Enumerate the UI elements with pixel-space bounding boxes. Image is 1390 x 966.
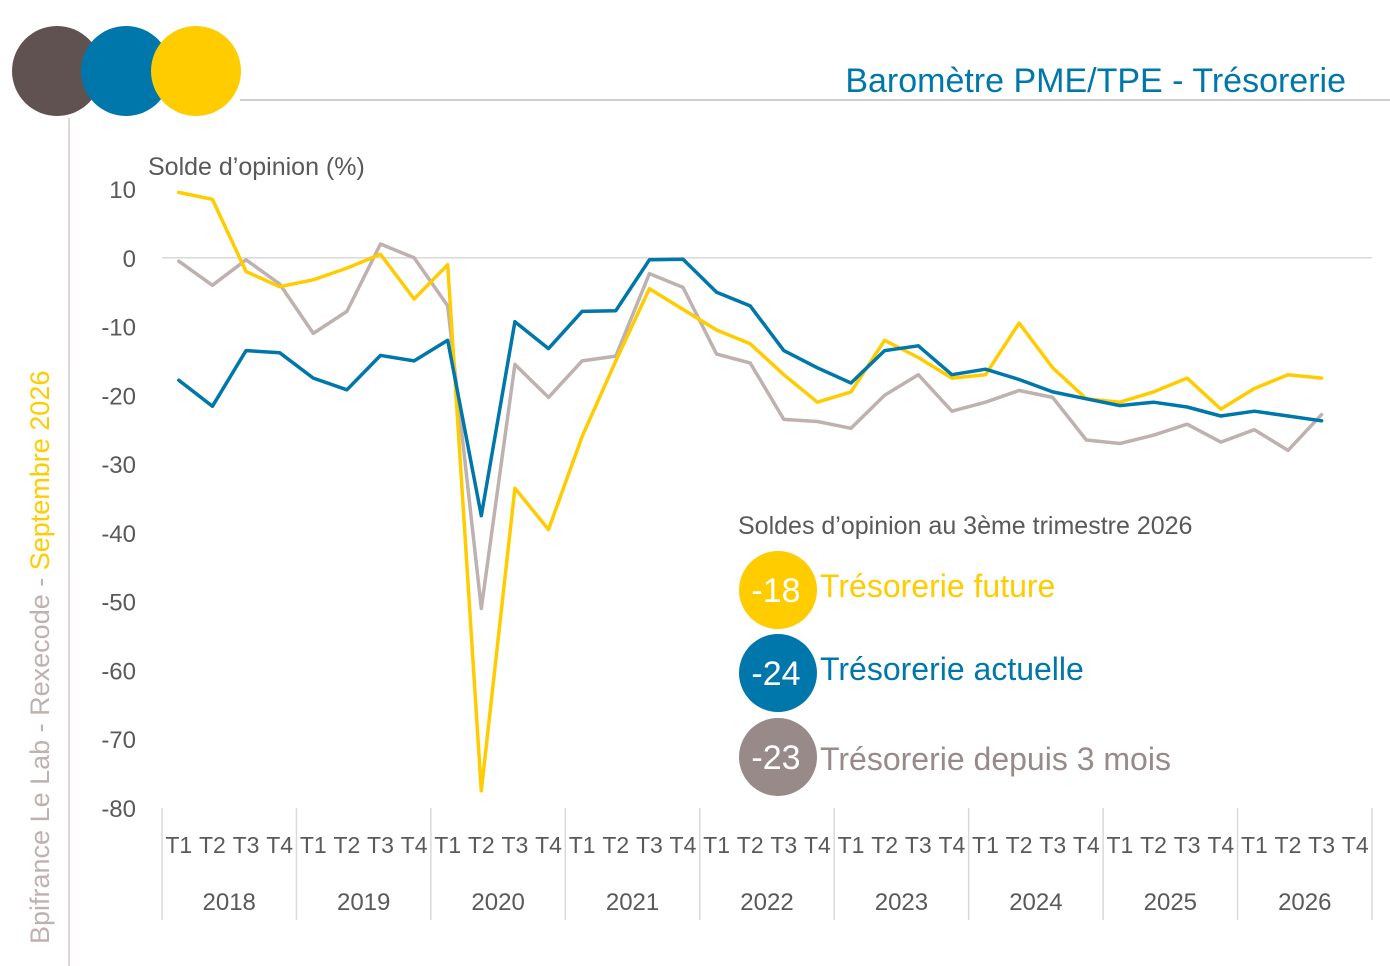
- x-tick-label: T2: [199, 832, 226, 858]
- legend-badge-current: [739, 634, 817, 712]
- y-tick-label: 10: [109, 177, 136, 204]
- x-tick-label: T3: [770, 832, 797, 858]
- x-tick-label: T3: [367, 832, 394, 858]
- y-tick-label: -30: [101, 452, 136, 479]
- side-label-date: Septembre 2026: [25, 371, 55, 571]
- legend-value-future: -18: [751, 572, 800, 610]
- y-tick-label: -40: [101, 521, 136, 548]
- x-tick-label: T4: [266, 832, 293, 858]
- y-axis-ticks: 10 0 -10 -20 -30 -40 -50 -60 -70 -80: [101, 177, 1372, 823]
- y-tick-label: -50: [101, 590, 136, 617]
- y-tick-label: -10: [101, 315, 136, 342]
- x-tick-label: T2: [1140, 832, 1167, 858]
- x-tick-label: T1: [1241, 832, 1268, 858]
- year-label: 2023: [875, 889, 928, 916]
- side-label: Bpifrance Le Lab - Rexecode - Septembre …: [25, 371, 55, 944]
- x-tick-label: T1: [972, 832, 999, 858]
- page-title: Baromètre PME/TPE - Trésorerie: [845, 62, 1346, 100]
- x-tick-label: T4: [1073, 832, 1100, 858]
- logo-circle-blue: [81, 26, 171, 116]
- x-tick-label: T4: [1342, 832, 1369, 858]
- x-tick-label: T2: [1006, 832, 1033, 858]
- legend-label-past: Trésorerie depuis 3 mois: [820, 741, 1171, 777]
- y-tick-label: -70: [101, 727, 136, 754]
- x-tick-label: T4: [1207, 832, 1234, 858]
- series-lines: [177, 190, 1324, 793]
- series-line-2: [177, 242, 1324, 611]
- y-tick-label: -80: [101, 796, 136, 823]
- x-tick-label: T3: [636, 832, 663, 858]
- x-tick-label: T2: [333, 832, 360, 858]
- series-line-1: [177, 257, 1324, 518]
- x-tick-label: T3: [233, 832, 260, 858]
- x-tick-label: T1: [1106, 832, 1133, 858]
- x-tick-label: T1: [434, 832, 461, 858]
- x-tick-label: T3: [1039, 832, 1066, 858]
- year-label: 2025: [1144, 889, 1197, 916]
- y-axis-label: Solde d’opinion (%): [148, 153, 365, 181]
- x-tick-label: T3: [501, 832, 528, 858]
- legend-label-future: Trésorerie future: [820, 568, 1055, 604]
- legend: Soldes d’opinion au 3ème trimestre 2026 …: [738, 512, 1192, 796]
- x-tick-label: T4: [535, 832, 562, 858]
- y-tick-label: -60: [101, 658, 136, 685]
- legend-value-current: -24: [751, 655, 800, 693]
- year-label: 2022: [740, 889, 793, 916]
- logo-circle-yellow: [151, 26, 241, 116]
- x-tick-label: T2: [871, 832, 898, 858]
- series-line-0: [177, 190, 1324, 793]
- x-tick-label: T3: [905, 832, 932, 858]
- x-tick-label: T3: [1308, 832, 1335, 858]
- y-tick-label: 0: [123, 246, 136, 273]
- year-label: 2021: [606, 889, 659, 916]
- year-label: 2020: [471, 889, 524, 916]
- x-tick-label: T1: [838, 832, 865, 858]
- legend-badge-future: [739, 551, 817, 629]
- x-tick-label: T1: [569, 832, 596, 858]
- x-tick-label: T4: [938, 832, 965, 858]
- legend-label-current: Trésorerie actuelle: [820, 651, 1084, 687]
- x-tick-label: T1: [300, 832, 327, 858]
- year-label: 2018: [203, 889, 256, 916]
- x-tick-label: T2: [468, 832, 495, 858]
- x-tick-label: T1: [703, 832, 730, 858]
- legend-value-past: -23: [751, 739, 800, 777]
- year-label: 2019: [337, 889, 390, 916]
- x-tick-label: T4: [401, 832, 428, 858]
- y-tick-label: -20: [101, 383, 136, 410]
- x-tick-label: T1: [165, 832, 192, 858]
- legend-badge-past: [739, 718, 817, 796]
- legend-heading: Soldes d’opinion au 3ème trimestre 2026: [738, 512, 1192, 540]
- x-tick-label: T3: [1174, 832, 1201, 858]
- year-label: 2026: [1278, 889, 1331, 916]
- x-tick-label: T4: [670, 832, 697, 858]
- x-tick-label: T4: [804, 832, 831, 858]
- side-label-source: Bpifrance Le Lab - Rexecode -: [25, 570, 55, 944]
- x-tick-label: T2: [602, 832, 629, 858]
- year-label: 2024: [1009, 889, 1062, 916]
- logo-circles-icon: [12, 26, 241, 116]
- x-tick-label: T2: [737, 832, 764, 858]
- x-tick-label: T2: [1275, 832, 1302, 858]
- logo-circle-dark: [12, 26, 102, 116]
